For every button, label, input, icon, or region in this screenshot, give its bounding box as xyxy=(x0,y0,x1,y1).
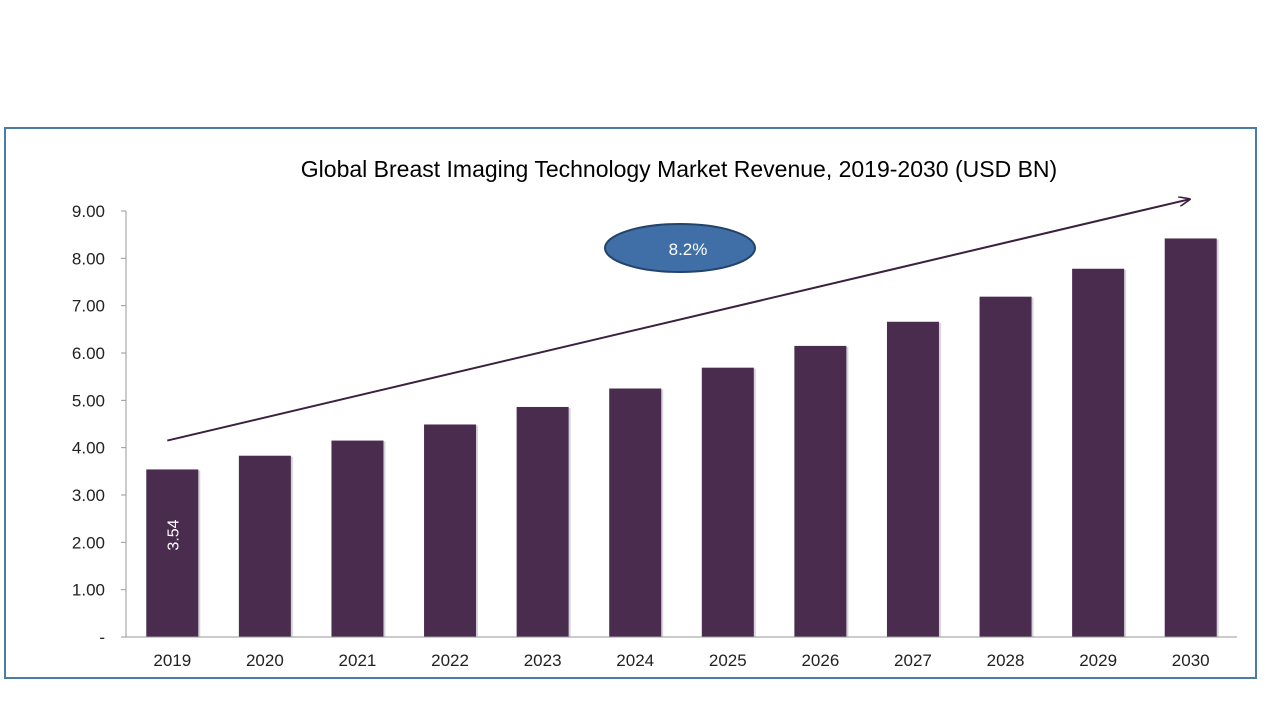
data-label-2019: 3.54 xyxy=(165,519,182,550)
x-tick-label: 2019 xyxy=(153,651,191,670)
x-tick-label: 2022 xyxy=(431,651,469,670)
y-tick-label: 3.00 xyxy=(72,486,105,505)
bar-2024 xyxy=(609,388,662,637)
y-axis: - 1.00 2.00 3.00 4.00 5.00 6.00 7.00 8.00 9.00 xyxy=(72,202,127,647)
trend-arrow xyxy=(167,199,1189,442)
x-tick-label: 2025 xyxy=(709,651,747,670)
y-tick-label: 4.00 xyxy=(72,439,105,458)
bar-2021 xyxy=(331,440,384,637)
cagr-ellipse xyxy=(604,223,756,273)
bar-2025 xyxy=(701,367,754,637)
y-tick-label: 1.00 xyxy=(72,581,105,600)
x-tick-label: 2028 xyxy=(987,651,1025,670)
bar-2029 xyxy=(1072,268,1125,637)
y-tick-label: 6.00 xyxy=(72,344,105,363)
x-tick-label: 2021 xyxy=(339,651,377,670)
cagr-label: 8.2% xyxy=(669,240,708,259)
y-tick-label: 7.00 xyxy=(72,297,105,316)
x-tick-label: 2030 xyxy=(1172,651,1210,670)
x-tick-label: 2024 xyxy=(616,651,654,670)
x-tick-label: 2023 xyxy=(524,651,562,670)
bars: 3.54 xyxy=(146,238,1219,637)
bar-2027 xyxy=(886,321,939,637)
annotations: 8.2% xyxy=(167,199,1189,442)
y-tick-label: - xyxy=(99,628,105,647)
chart-title: Global Breast Imaging Technology Market … xyxy=(301,156,1057,182)
y-tick-label: 2.00 xyxy=(72,533,105,552)
x-tick-label: 2020 xyxy=(246,651,284,670)
x-tick-label: 2026 xyxy=(801,651,839,670)
bar-2022 xyxy=(424,424,477,637)
y-tick-label: 5.00 xyxy=(72,391,105,410)
y-tick-label: 8.00 xyxy=(72,249,105,268)
bar-2028 xyxy=(979,296,1032,637)
y-tick-label: 9.00 xyxy=(72,202,105,221)
bar-2020 xyxy=(238,455,291,637)
bar-2019 xyxy=(146,469,199,637)
x-tick-label: 2029 xyxy=(1079,651,1117,670)
bar-2030 xyxy=(1164,238,1217,637)
x-axis: 2019 2020 2021 2022 2023 2024 2025 2026 2027 2028… xyxy=(126,636,1237,670)
x-tick-label: 2027 xyxy=(894,651,932,670)
bar-2023 xyxy=(516,406,569,637)
bar-2026 xyxy=(794,345,847,637)
